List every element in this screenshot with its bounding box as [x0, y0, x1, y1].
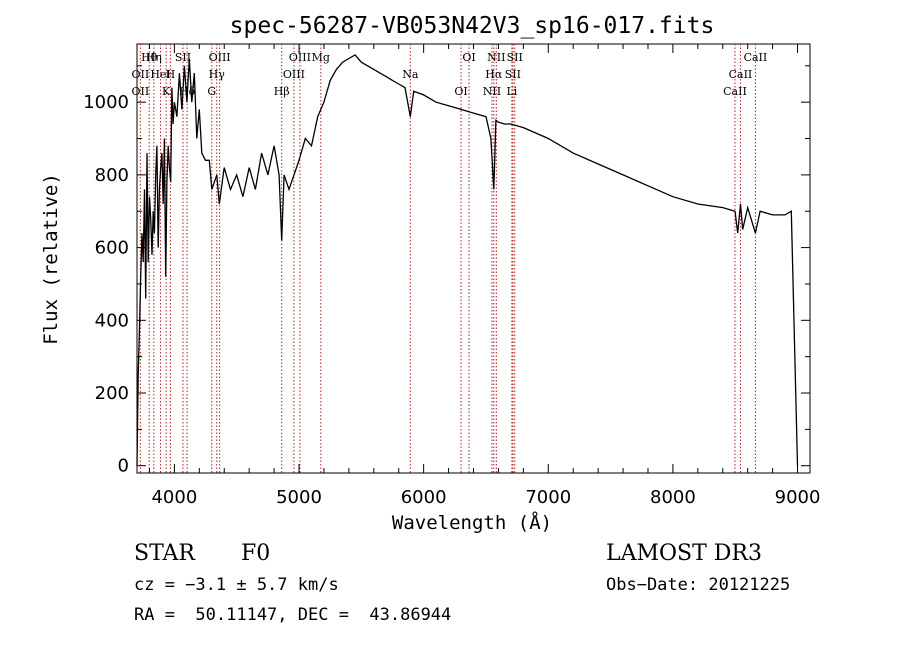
object-subclass: F0	[241, 541, 270, 566]
y-axis: 0 200 400 600 800 1000	[83, 65, 810, 477]
emission-line-labels: HθOIIOIIHηHeIKSIIHHδOIIIHγGOIIIOIIIHβMgN…	[132, 51, 768, 98]
y-tick-label: 400	[95, 310, 129, 331]
plot-frame	[136, 43, 811, 474]
x-axis-label: Wavelength (Å)	[392, 511, 552, 534]
object-class: STAR	[134, 541, 196, 566]
observation-date: Obs−Date: 20121225	[606, 575, 790, 595]
y-tick-label: 200	[95, 383, 129, 404]
line-marker-label: H	[166, 68, 176, 81]
line-marker-label: G	[207, 85, 216, 98]
line-marker-label: CaII	[744, 51, 768, 64]
line-marker-label: SII	[175, 51, 191, 64]
line-marker-label: Mg	[312, 51, 330, 64]
line-marker-label: Na	[402, 68, 419, 81]
line-marker-label: OI	[454, 85, 467, 98]
y-tick-label: 0	[118, 456, 129, 477]
redshift-cz: cz = −3.1 ± 5.7 km/s	[134, 575, 339, 595]
line-marker-label: HeI	[150, 68, 170, 81]
coordinates: RA = 50.11147, DEC = 43.86944	[134, 605, 451, 625]
x-tick-label: 9000	[775, 487, 821, 508]
survey-name: LAMOST DR3	[606, 541, 762, 566]
emission-line-markers	[139, 44, 756, 473]
x-tick-label: 8000	[650, 487, 696, 508]
spectrum-line	[136, 54, 799, 466]
x-tick-label: 6000	[401, 487, 447, 508]
line-marker-label: Li	[506, 85, 517, 98]
x-tick-label: 7000	[525, 487, 571, 508]
line-marker-label: CaII	[723, 85, 747, 98]
line-marker-label: Hη	[146, 51, 162, 64]
line-marker-label: Hθ	[141, 51, 158, 64]
y-axis-label: Flux (relative)	[40, 173, 62, 345]
y-tick-label: 600	[95, 238, 129, 259]
y-tick-label: 1000	[83, 92, 129, 113]
line-marker-label: Hβ	[274, 85, 290, 98]
x-tick-label: 4000	[151, 487, 197, 508]
x-tick-label: 5000	[276, 487, 322, 508]
line-marker-label: OI	[462, 51, 475, 64]
line-marker-label: OII	[132, 68, 150, 81]
line-marker-label: NII	[487, 51, 505, 64]
line-marker-label: NII	[483, 85, 501, 98]
line-marker-label: OIII	[283, 68, 305, 81]
line-marker-label: SII	[505, 68, 521, 81]
x-axis: 4000 5000 6000 7000 8000 9000	[148, 44, 821, 508]
chart-title: spec-56287-VB053N42V3_sp16-017.fits	[230, 13, 715, 39]
line-marker-label: OIII	[289, 51, 311, 64]
line-marker-label: CaII	[729, 68, 753, 81]
y-tick-label: 800	[95, 165, 129, 186]
line-marker-label: Hα	[485, 68, 503, 81]
line-marker-label: SII	[507, 51, 523, 64]
line-marker-label: K	[162, 85, 171, 98]
line-marker-label: OIII	[209, 51, 231, 64]
line-marker-label: Hγ	[209, 68, 226, 81]
line-marker-label: OII	[132, 85, 150, 98]
